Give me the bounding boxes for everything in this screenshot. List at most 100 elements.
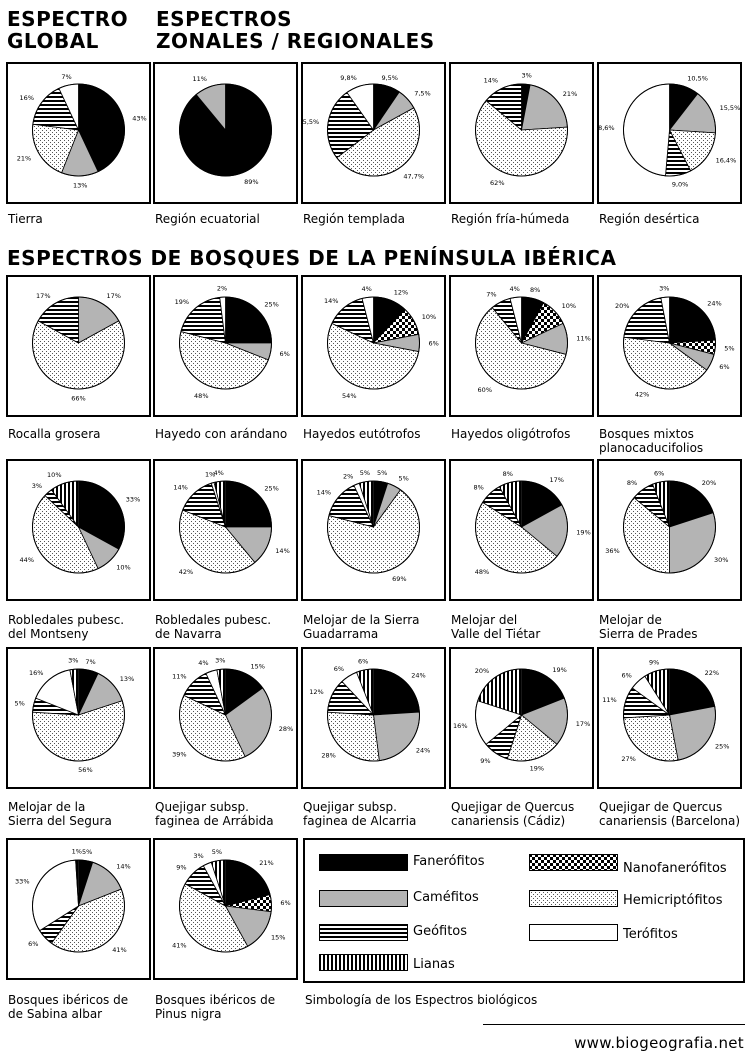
legend-swatch-fan bbox=[319, 854, 408, 871]
pie-slice-label: 24% bbox=[416, 747, 430, 755]
pie-svg: 5% 14% 41% 6% 33% 1% bbox=[15, 848, 131, 955]
pie-slice-label: 30% bbox=[714, 556, 728, 564]
pie-slice-label: 33% bbox=[15, 878, 29, 886]
pie-slice-cam bbox=[373, 711, 420, 762]
pie-slice-label: 28% bbox=[321, 752, 335, 760]
pie-slice-label: 9% bbox=[480, 757, 490, 765]
pie-slice-label: 2% bbox=[217, 285, 227, 293]
pie-slice-label: 48,6% bbox=[599, 124, 615, 132]
pie-slice-label: 14% bbox=[484, 77, 498, 85]
pie-slice-label: 9,5% bbox=[381, 74, 398, 82]
pie-caption: Melojar del Valle del Tiétar bbox=[451, 613, 541, 641]
pie-frame: 12% 10% 6% 54% 14% 4% bbox=[301, 275, 446, 417]
legend-swatch-hemi bbox=[529, 890, 618, 907]
pie-outline bbox=[475, 296, 568, 390]
pie-outline bbox=[475, 480, 568, 574]
heading-global: ESPECTRO GLOBAL bbox=[7, 7, 129, 53]
pie-slice-label: 43% bbox=[132, 115, 146, 123]
pie-slice-label: 5% bbox=[724, 345, 734, 353]
pie-slice-label: 5% bbox=[360, 469, 370, 477]
pie-svg: 10,5% 15,5% 16,4% 9,0% 48,6% bbox=[599, 75, 740, 189]
pie-caption: Región desértica bbox=[599, 212, 700, 226]
pie-frame: 20% 30% 36% 8% 6% bbox=[597, 459, 742, 601]
pie-slice-label: 25% bbox=[264, 301, 278, 309]
pie-svg: 24% 24% 28% 12% 6% 6% bbox=[309, 658, 430, 762]
pie-slice-label: 48% bbox=[194, 392, 208, 400]
pie-slice-label: 8% bbox=[503, 470, 513, 478]
pie-slice-label: 6% bbox=[719, 363, 729, 371]
pie-slice-label: 13% bbox=[120, 675, 134, 683]
pie-slice-label: 42% bbox=[635, 391, 649, 399]
pie-slice-label: 1% bbox=[205, 471, 215, 479]
pie-slice-label: 6% bbox=[28, 940, 38, 948]
legend-swatch-cam bbox=[319, 890, 408, 907]
pie-caption: Quejigar de Quercus canariensis (Barcelo… bbox=[599, 800, 741, 828]
pie-frame: 43% 13% 21% 16% 7% bbox=[6, 62, 151, 204]
pie-slice-label: 17% bbox=[36, 292, 50, 300]
pie-outline bbox=[623, 668, 716, 762]
pie-slice-label: 20% bbox=[702, 479, 716, 487]
legend-label-fan: Fanerófitos bbox=[413, 854, 485, 869]
pie-slice-label: 11% bbox=[602, 696, 616, 704]
pie-caption: Región ecuatorial bbox=[155, 212, 260, 226]
pie-slice-ter bbox=[623, 83, 670, 177]
pie-slice-label: 7% bbox=[61, 73, 71, 81]
pie-slice-label: 14% bbox=[324, 297, 338, 305]
pie-slice-label: 24% bbox=[411, 671, 425, 679]
pie-slice-label: 17% bbox=[550, 476, 564, 484]
pie-slice-label: 9% bbox=[649, 659, 659, 667]
pie-slice-label: 47,7% bbox=[403, 173, 424, 181]
pie-slice-label: 19% bbox=[576, 529, 590, 537]
pie-slice-label: 5% bbox=[82, 848, 92, 856]
pie-outline bbox=[32, 668, 125, 762]
legend-swatch-geo bbox=[319, 924, 408, 941]
pie-outline bbox=[327, 668, 420, 762]
pie-slice-label: 6% bbox=[280, 899, 290, 907]
pie-caption: Melojar de la Sierra Guadarrama bbox=[303, 613, 420, 641]
pie-slice-label: 10,5% bbox=[687, 75, 708, 83]
pie-slice-label: 4% bbox=[213, 469, 223, 477]
pie-frame: 25% 6% 48% 19% 2% bbox=[153, 275, 298, 417]
heading-iberian: ESPECTROS DE BOSQUES DE LA PENÍNSULA IBÉ… bbox=[7, 246, 617, 270]
pie-caption: Hayedos oligótrofos bbox=[451, 427, 571, 441]
pie-outline bbox=[32, 480, 125, 574]
pie-slice-label: 21% bbox=[259, 859, 273, 867]
legend-label-geo: Geófitos bbox=[413, 924, 468, 939]
pie-slice-label: 5% bbox=[399, 475, 409, 483]
pie-frame: 3% 21% 62% 14% bbox=[449, 62, 594, 204]
pie-caption: Región fría-húmeda bbox=[451, 212, 570, 226]
pie-slice-label: 16% bbox=[453, 722, 467, 730]
pie-slice-label: 62% bbox=[490, 179, 504, 187]
pie-frame: 24% 24% 28% 12% 6% 6% bbox=[301, 647, 446, 789]
pie-slice-label: 41% bbox=[172, 941, 186, 949]
pie-caption: Rocalla grosera bbox=[8, 427, 101, 441]
pie-svg: 5% 5% 69% 14% 2% 5% bbox=[317, 469, 420, 583]
pie-slice-label: 36% bbox=[605, 547, 619, 555]
pie-slice-label: 44% bbox=[20, 556, 34, 564]
pie-frame: 15% 28% 39% 11% 4% 3% bbox=[153, 647, 298, 789]
pie-svg: 89% 11% bbox=[179, 75, 272, 186]
pie-slice-label: 12% bbox=[394, 288, 408, 296]
pie-frame: 17% 66% 17% bbox=[6, 275, 151, 417]
pie-frame: 24% 5% 6% 42% 20% 3% bbox=[597, 275, 742, 417]
pie-slice-label: 5% bbox=[377, 469, 387, 477]
pie-caption: Melojar de la Sierra del Segura bbox=[8, 800, 112, 828]
pie-slice-label: 15% bbox=[251, 663, 265, 671]
pie-slice-label: 6% bbox=[429, 340, 439, 348]
pie-svg: 22% 25% 27% 11% 6% 9% bbox=[602, 659, 729, 763]
legend-label-lia: Lianas bbox=[413, 957, 455, 972]
pie-caption: Hayedos eutótrofos bbox=[303, 427, 421, 441]
pie-slice-label: 10% bbox=[422, 313, 436, 321]
pie-slice-label: 20% bbox=[615, 302, 629, 310]
pie-svg: 33% 10% 44% 3% 10% bbox=[20, 471, 140, 574]
pie-slice-label: 33% bbox=[126, 496, 140, 504]
legend-label-cam: Caméfitos bbox=[413, 890, 479, 905]
pie-caption: Quejigar subsp. faginea de Arrábida bbox=[155, 800, 274, 828]
pie-outline bbox=[623, 83, 716, 177]
pie-slice-label: 1% bbox=[72, 848, 82, 856]
pie-outline bbox=[327, 296, 420, 390]
pie-slice-label: 19% bbox=[552, 666, 566, 674]
pie-slice-label: 17% bbox=[576, 720, 590, 728]
pie-slice-label: 4% bbox=[509, 285, 519, 293]
pie-outline bbox=[475, 83, 568, 177]
